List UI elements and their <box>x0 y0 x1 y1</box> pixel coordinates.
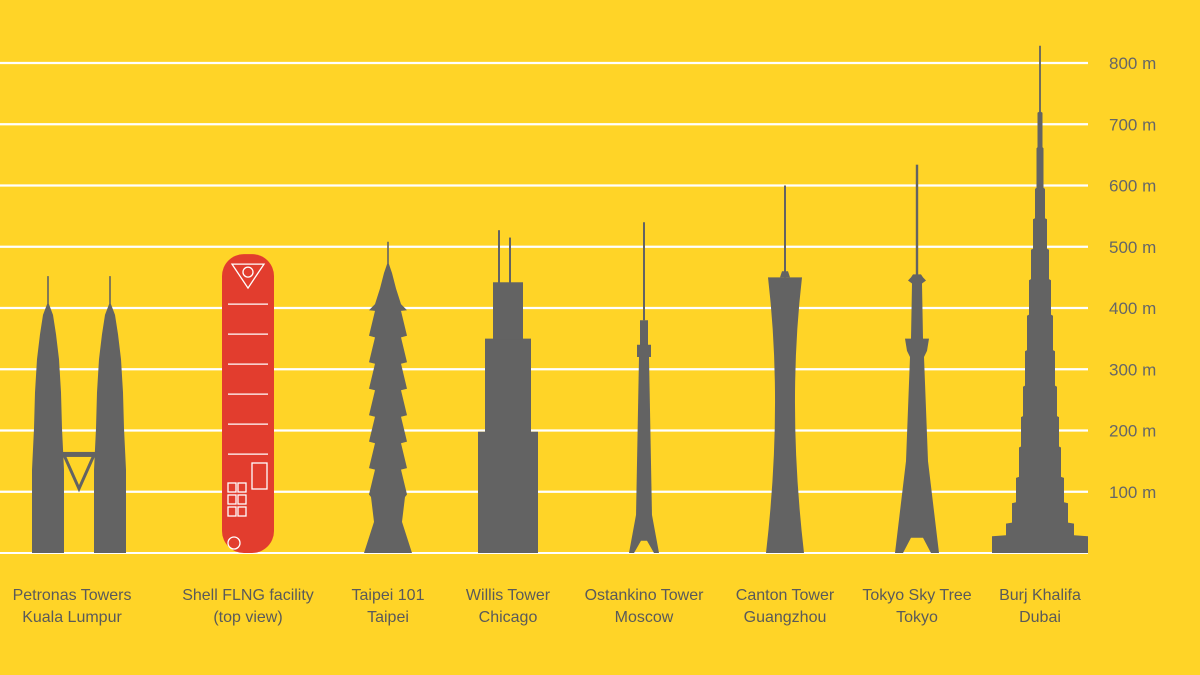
ostankino-tower-silhouette <box>629 222 659 553</box>
flng-hull <box>222 254 274 553</box>
flng-module <box>237 482 247 493</box>
willis-top <box>493 282 523 340</box>
y-tick-label: 800 m <box>1109 54 1156 73</box>
y-tick-label: 700 m <box>1109 115 1156 134</box>
y-tick-label: 200 m <box>1109 422 1156 441</box>
y-tick-label: 400 m <box>1109 299 1156 318</box>
y-tick-label: 100 m <box>1109 483 1156 502</box>
burj-khalifa-silhouette <box>992 45 1088 554</box>
willis-tower-silhouette <box>478 230 538 553</box>
structure-location-label: Chicago <box>479 609 538 626</box>
ostankino-pod <box>637 344 651 357</box>
flng-module <box>227 482 237 493</box>
structure-location-label: Tokyo <box>896 609 938 626</box>
y-tick-label: 300 m <box>1109 360 1156 379</box>
ostankino-upper-shaft <box>640 320 648 351</box>
structure-location-label: Taipei <box>367 609 409 626</box>
flng-turret <box>230 263 266 290</box>
flng-facility <box>222 254 274 553</box>
structure-silhouettes <box>32 45 1088 554</box>
y-axis-tick-labels: 100 m 200 m 300 m 400 m 500 m 600 m 700 m 800 m <box>1109 54 1156 502</box>
flng-module <box>227 506 237 517</box>
flng-module <box>251 462 268 490</box>
flng-helipad <box>227 536 241 550</box>
skytree-body <box>895 274 939 553</box>
structure-labels: Petronas Towers Kuala Lumpur Shell FLNG fa… <box>13 587 1081 626</box>
structure-location-label: Moscow <box>615 609 674 626</box>
willis-antenna-left <box>498 230 500 284</box>
structure-location-label: (top view) <box>213 609 282 626</box>
flng-turret-ring <box>242 266 254 278</box>
structure-location-label: Kuala Lumpur <box>22 609 122 626</box>
flng-module <box>227 494 237 505</box>
flng-module <box>237 494 247 505</box>
willis-mid <box>485 338 531 433</box>
structure-name-label: Burj Khalifa <box>999 587 1081 604</box>
structure-name-label: Petronas Towers <box>13 587 132 604</box>
petronas-tower-left <box>32 276 64 553</box>
structure-name-label: Taipei 101 <box>352 587 425 604</box>
skytree-mast <box>915 164 919 278</box>
structure-name-label: Ostankino Tower <box>585 587 705 604</box>
y-tick-label: 500 m <box>1109 238 1156 257</box>
flng-module <box>237 506 247 517</box>
canton-tower-silhouette <box>766 185 804 553</box>
petronas-tower-right <box>94 276 126 553</box>
canton-crown <box>780 271 790 278</box>
ostankino-shaft <box>636 357 652 517</box>
willis-base <box>478 431 538 553</box>
structure-name-label: Tokyo Sky Tree <box>862 587 971 604</box>
taipei-101-silhouette <box>364 241 412 554</box>
willis-antenna-right <box>509 237 511 284</box>
tokyo-skytree-silhouette <box>895 164 939 553</box>
canton-body <box>766 277 804 553</box>
skybridge-legs <box>62 454 96 493</box>
y-tick-label: 600 m <box>1109 177 1156 196</box>
ostankino-legs <box>629 515 659 553</box>
structure-name-label: Canton Tower <box>736 587 835 604</box>
skybridge <box>60 451 98 457</box>
structure-location-label: Guangzhou <box>744 609 827 626</box>
grid-lines <box>0 61 1088 554</box>
structure-location-label: Dubai <box>1019 609 1061 626</box>
structure-name-label: Willis Tower <box>466 587 551 604</box>
ostankino-mast <box>643 222 645 321</box>
canton-mast <box>784 185 786 278</box>
structure-name-label: Shell FLNG facility <box>182 587 314 604</box>
